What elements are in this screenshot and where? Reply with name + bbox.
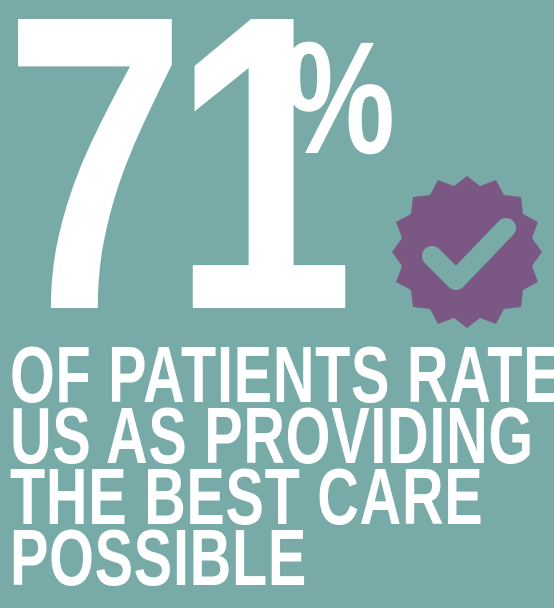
check-badge-icon <box>382 168 552 338</box>
stat-number: 71 <box>4 0 354 398</box>
caption-line: POSSIBLE <box>10 513 308 602</box>
check-mark-icon <box>422 218 516 290</box>
badge-shape <box>392 176 542 328</box>
stat-percent-sign: % <box>284 8 395 187</box>
caption-line: THE BEST CARE <box>10 452 484 541</box>
caption-text: OF PATIENTS RATE US AS PROVIDING THE BES… <box>10 335 554 602</box>
